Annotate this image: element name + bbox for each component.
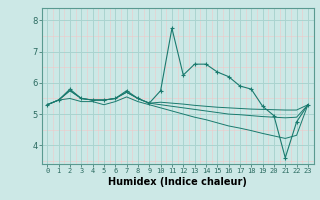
X-axis label: Humidex (Indice chaleur): Humidex (Indice chaleur) <box>108 177 247 187</box>
